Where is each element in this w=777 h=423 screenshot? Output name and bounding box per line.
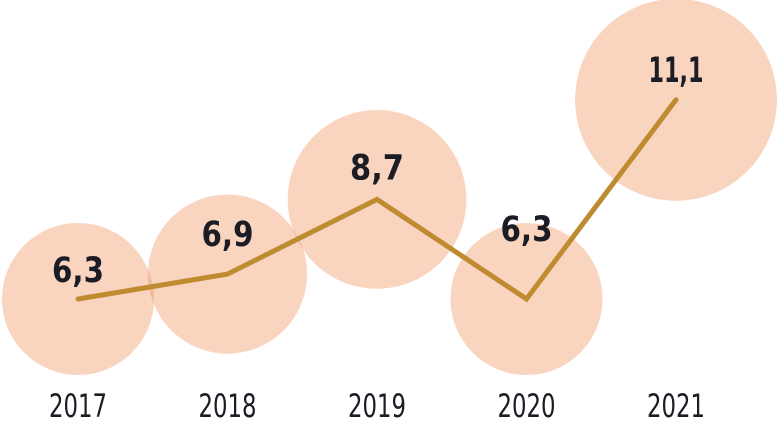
trend-line: [75, 97, 679, 303]
x-axis-label-2018: 2018: [199, 387, 257, 423]
x-axis-label-2017: 2017: [49, 387, 107, 423]
value-label-2021: 11,1: [649, 51, 704, 91]
value-label-2018: 6,9: [202, 215, 254, 255]
value-label-2020: 6,3: [501, 210, 553, 250]
value-label-2017: 6,3: [52, 251, 104, 291]
x-axis-label-2019: 2019: [348, 387, 406, 423]
x-axis-label-2020: 2020: [498, 387, 556, 423]
x-axis-label-2021: 2021: [647, 387, 705, 423]
value-label-2019: 8,7: [350, 148, 404, 188]
